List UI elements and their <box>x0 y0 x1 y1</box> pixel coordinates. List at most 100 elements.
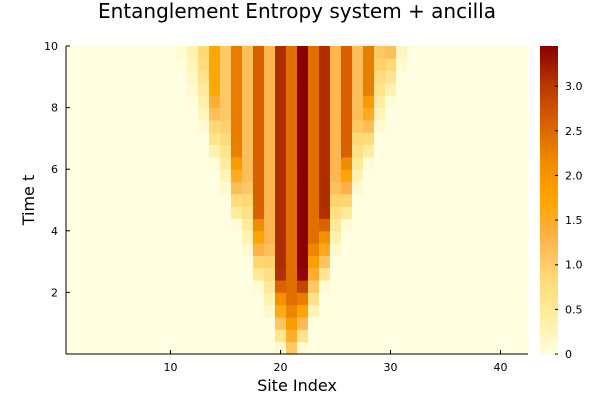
heatmap-cell <box>319 341 331 355</box>
heatmap-cell <box>418 230 430 244</box>
heatmap-cell <box>429 267 441 281</box>
heatmap-cell <box>154 317 166 330</box>
colorbar-segment <box>540 125 558 129</box>
heatmap-cell <box>132 292 144 306</box>
heatmap-cell <box>407 267 419 281</box>
heatmap-cell <box>220 317 232 330</box>
colorbar-segment <box>540 87 558 91</box>
heatmap-cell <box>484 107 496 121</box>
heatmap-cell <box>330 329 342 343</box>
heatmap-cell <box>220 292 232 306</box>
heatmap-cell <box>209 82 221 96</box>
heatmap-cell <box>286 82 298 96</box>
colorbar-segment <box>540 328 558 332</box>
heatmap-cell <box>330 181 342 195</box>
heatmap-cell <box>484 95 496 109</box>
heatmap-cell <box>308 193 320 207</box>
heatmap-cell <box>495 119 507 133</box>
heatmap-cell <box>187 181 199 195</box>
heatmap-cell <box>396 243 408 256</box>
heatmap-cell <box>110 144 122 158</box>
heatmap-cell <box>209 46 221 59</box>
heatmap-cell <box>308 46 320 59</box>
heatmap-cell <box>396 119 408 133</box>
heatmap-cell <box>385 267 397 281</box>
colorbar-segment <box>540 225 558 229</box>
heatmap-cell <box>88 82 100 96</box>
colorbar-segment <box>540 105 558 109</box>
heatmap-cell <box>121 169 133 183</box>
heatmap-cell <box>165 181 177 195</box>
heatmap-cell <box>132 317 144 330</box>
colorbar-segment <box>540 279 558 283</box>
heatmap-cell <box>451 132 463 146</box>
colorbar-segment <box>540 274 558 278</box>
heatmap-cell <box>154 58 166 72</box>
heatmap-cell <box>110 107 122 121</box>
colorbar-segment <box>540 333 558 337</box>
heatmap-cell <box>209 304 221 318</box>
heatmap-cell <box>253 144 265 158</box>
heatmap-cell <box>429 193 441 207</box>
heatmap-cell <box>154 144 166 158</box>
heatmap-cell <box>198 292 210 306</box>
colorbar-segment <box>540 63 558 68</box>
colorbar-segment <box>540 76 558 80</box>
heatmap-cell <box>154 218 166 232</box>
heatmap-cell <box>209 230 221 244</box>
heatmap-cell <box>374 70 386 84</box>
heatmap-cell <box>418 292 430 306</box>
heatmap-cell <box>231 206 243 219</box>
heatmap-cell <box>484 292 496 306</box>
heatmap-cell <box>121 107 133 121</box>
heatmap-cell <box>517 70 529 84</box>
heatmap-cell <box>187 280 199 293</box>
heatmap-cell <box>286 206 298 219</box>
heatmap-cell <box>308 169 320 183</box>
heatmap-cell <box>198 243 210 256</box>
heatmap-cell <box>407 218 419 232</box>
heatmap-cell <box>341 95 353 109</box>
heatmap-cell <box>154 82 166 96</box>
heatmap-cell <box>451 70 463 84</box>
colorbar-segment <box>540 112 558 116</box>
y-axis-label: Time t <box>19 175 38 227</box>
heatmap-cell <box>198 267 210 281</box>
heatmap-cell <box>198 58 210 72</box>
heatmap-cell <box>176 243 188 256</box>
heatmap-cell <box>418 156 430 170</box>
heatmap-cell <box>143 82 155 96</box>
heatmap-cell <box>297 292 309 306</box>
heatmap-cell <box>143 107 155 121</box>
heatmap-cell <box>385 82 397 96</box>
heatmap-cell <box>330 218 342 232</box>
colorbar-segment <box>540 248 558 252</box>
colorbar-segment <box>540 110 558 114</box>
heatmap-cell <box>165 156 177 170</box>
heatmap-cell <box>440 181 452 195</box>
heatmap-cell <box>121 193 133 207</box>
colorbar-segment <box>540 66 558 70</box>
heatmap-cell <box>396 70 408 84</box>
heatmap-cell <box>341 119 353 133</box>
heatmap-cell <box>352 70 364 84</box>
heatmap-cell <box>440 243 452 256</box>
heatmap-cell <box>275 341 287 355</box>
heatmap-cell <box>110 206 122 219</box>
heatmap-cell <box>319 280 331 293</box>
heatmap-cell <box>308 95 320 109</box>
heatmap-cell <box>264 218 276 232</box>
heatmap-cell <box>110 193 122 207</box>
heatmap-cell <box>66 82 78 96</box>
heatmap-cell <box>418 267 430 281</box>
heatmap-cell <box>506 107 518 121</box>
heatmap-cell <box>209 292 221 306</box>
heatmap-cell <box>297 341 309 355</box>
colorbar-segment <box>540 325 558 329</box>
colorbar-segment <box>540 71 558 75</box>
heatmap-cell <box>77 304 89 318</box>
heatmap-cell <box>484 329 496 343</box>
heatmap-cell <box>352 119 364 133</box>
heatmap-cell <box>418 46 430 59</box>
heatmap-cell <box>429 329 441 343</box>
